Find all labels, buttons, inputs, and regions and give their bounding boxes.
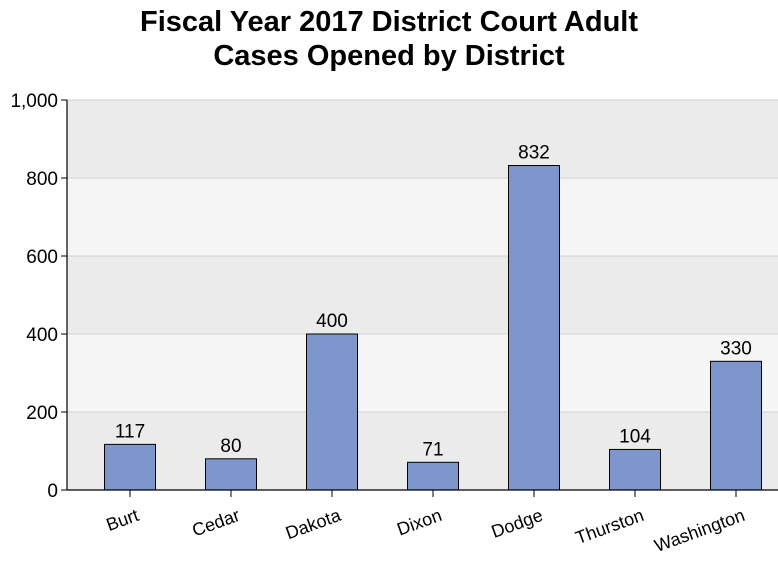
bar-label-thurston: 104 xyxy=(619,426,651,447)
y-ticks: 0 200 400 600 800 1,000 xyxy=(10,91,67,502)
y-tick-label: 400 xyxy=(26,325,58,346)
bar-thurston xyxy=(609,448,661,491)
bar-dakota xyxy=(306,333,358,491)
category-labels: Burt Cedar Dakota Dixon Dodge Thurston Washing… xyxy=(104,505,748,556)
y-tick-label: 800 xyxy=(26,169,58,190)
category-label-thurston: Thurston xyxy=(573,505,647,548)
category-label-dixon: Dixon xyxy=(394,505,444,540)
bar-label-dixon: 71 xyxy=(422,439,443,460)
bar-dodge xyxy=(508,165,560,491)
bar-cedar xyxy=(205,458,257,491)
background-band xyxy=(67,100,778,178)
bar-label-washington: 330 xyxy=(720,338,752,359)
chart-title-line-2: Cases Opened by District xyxy=(213,40,565,72)
bars xyxy=(104,165,762,491)
gridlines xyxy=(67,99,778,413)
chart-title-line-1: Fiscal Year 2017 District Court Adult xyxy=(139,6,638,38)
y-tick-label: 0 xyxy=(47,481,58,502)
y-tick-label: 200 xyxy=(26,403,58,424)
category-label-burt: Burt xyxy=(104,505,142,535)
category-label-cedar: Cedar xyxy=(189,505,242,541)
category-label-dodge: Dodge xyxy=(489,505,546,542)
bar-burt xyxy=(104,443,156,491)
bar-labels: 117 80 400 71 832 104 330 xyxy=(115,143,752,461)
bar-label-dakota: 400 xyxy=(316,311,348,332)
category-label-dakota: Dakota xyxy=(283,505,344,544)
axes xyxy=(66,100,778,491)
background-bands xyxy=(67,100,778,490)
category-label-washington: Washington xyxy=(652,505,748,556)
background-band xyxy=(67,334,778,412)
bar-label-cedar: 80 xyxy=(220,436,241,457)
bar-washington xyxy=(710,360,762,491)
bar-dixon xyxy=(407,461,459,491)
bar-label-burt: 117 xyxy=(115,421,145,442)
background-band xyxy=(67,256,778,334)
background-band xyxy=(67,178,778,256)
y-tick-label: 600 xyxy=(26,247,58,268)
x-ticks xyxy=(129,490,737,497)
bar-label-dodge: 832 xyxy=(518,143,550,164)
y-tick-label: 1,000 xyxy=(10,91,58,112)
